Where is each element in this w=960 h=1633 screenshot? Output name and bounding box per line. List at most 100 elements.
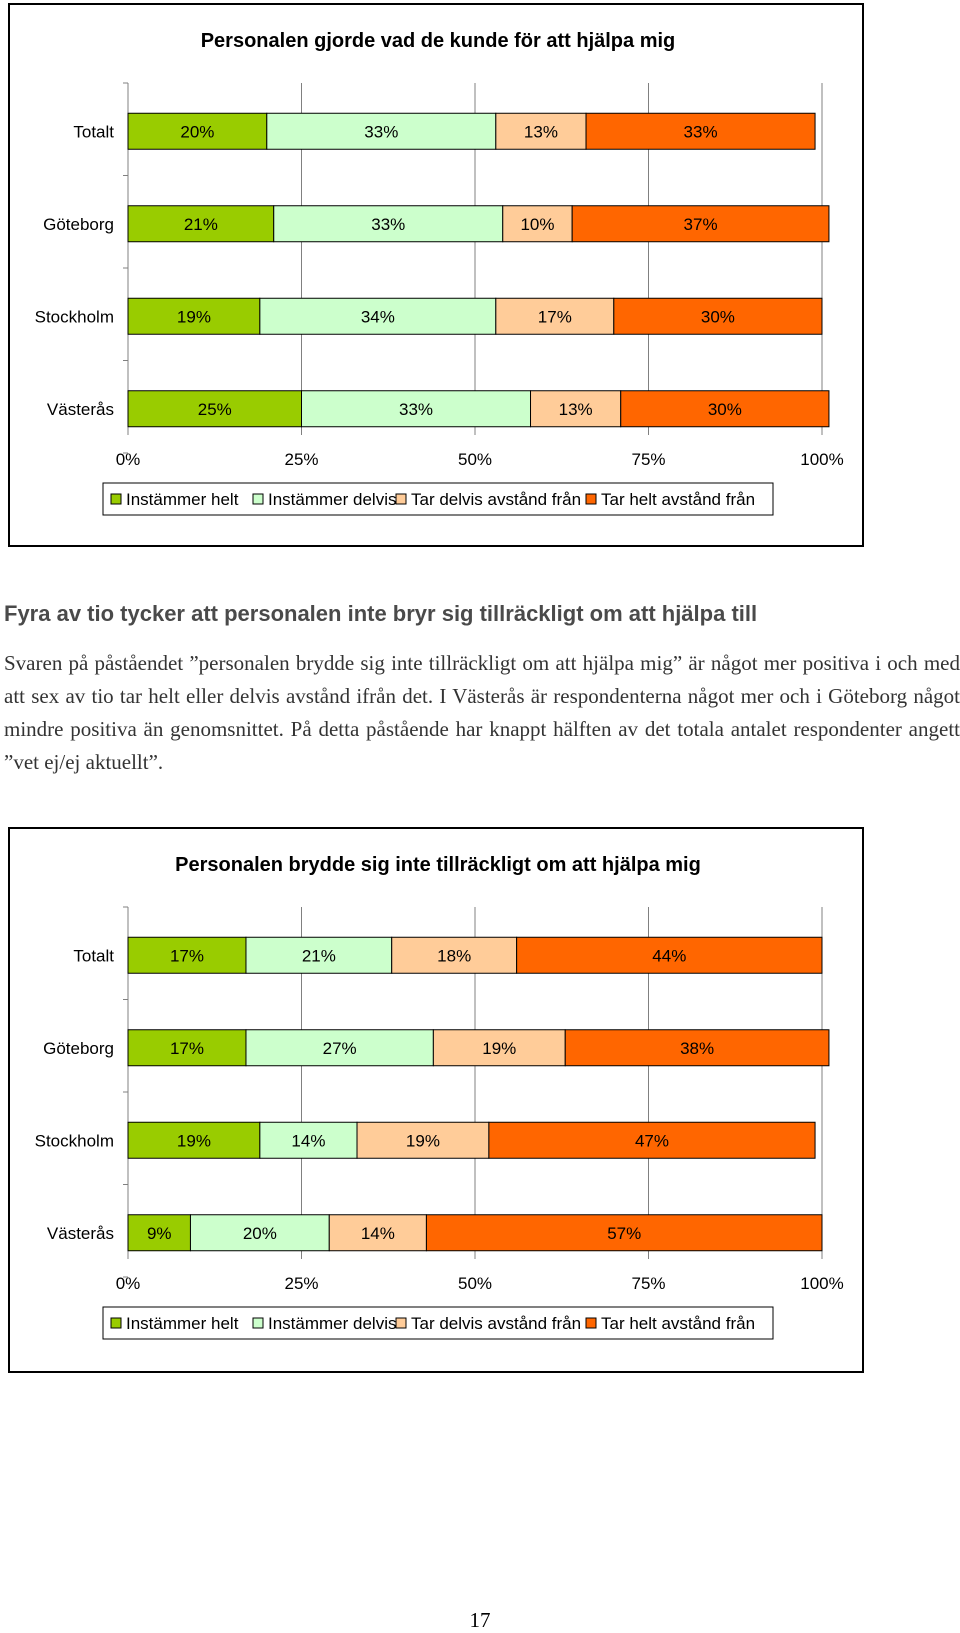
chart-2-data-label: 19% [177, 1131, 211, 1150]
chart-1-bar-4 [585, 112, 816, 150]
chart-1-svg: Personalen gjorde vad de kunde för att h… [35, 30, 844, 516]
chart-1-bar-4 [620, 390, 830, 428]
chart-2-data-label: 19% [482, 1039, 516, 1058]
chart-1-data-label: 33% [371, 215, 405, 234]
chart-2-bar-2 [245, 936, 393, 974]
chart-2-legend-label: Instämmer helt [126, 1314, 239, 1333]
chart-2-data-label: 38% [680, 1039, 714, 1058]
chart-1-legend-swatch [395, 493, 407, 505]
chart-1-data-label: 37% [684, 215, 718, 234]
chart-2-bar-1 [127, 936, 247, 974]
chart-2-x-tick-label: 100% [800, 1274, 843, 1293]
chart-2-x-tick-label: 50% [458, 1274, 492, 1293]
chart-1-data-label: 13% [524, 122, 558, 141]
chart-2-data-label: 17% [170, 946, 204, 965]
chart-2-data-label: 20% [243, 1224, 277, 1243]
chart-1-x-tick-label: 25% [284, 450, 318, 469]
chart-1-category-label: Västerås [47, 400, 114, 419]
chart-1-x-tick-label: 0% [116, 450, 141, 469]
chart-1-data-label: 33% [399, 400, 433, 419]
chart-1-data-label: 33% [364, 122, 398, 141]
chart-2-data-label: 14% [361, 1224, 395, 1243]
chart-1-legend [102, 482, 774, 516]
chart-2-legend-label: Tar delvis avstånd från [411, 1314, 581, 1333]
chart-1-bar-2 [259, 297, 497, 335]
chart-1-legend-label: Instämmer helt [126, 490, 239, 509]
chart-1-bar-1 [127, 297, 261, 335]
chart-2-bar-2 [259, 1121, 358, 1159]
chart-2-bar-3 [356, 1121, 490, 1159]
chart-2-bar-3 [391, 936, 518, 974]
chart-2-bar-4 [564, 1029, 830, 1067]
chart-2-x-tick-label: 0% [116, 1274, 141, 1293]
chart-2-data-label: 9% [147, 1224, 172, 1243]
chart-2-bar-3 [432, 1029, 566, 1067]
chart-2-data-label: 47% [635, 1131, 669, 1150]
chart-2-legend-swatch [585, 1317, 597, 1329]
chart-2-category-label: Göteborg [43, 1039, 114, 1058]
chart-1-bar-4 [613, 297, 823, 335]
chart-1-bar-3 [502, 205, 573, 243]
chart-1-x-tick-label: 100% [800, 450, 843, 469]
section-heading: Fyra av tio tycker att personalen inte b… [4, 601, 758, 626]
page-number: 17 [469, 1608, 491, 1632]
chart-1-bar-3 [530, 390, 622, 428]
chart-2-data-label: 44% [652, 946, 686, 965]
chart-2-x-tick-label: 75% [631, 1274, 665, 1293]
chart-2-bar-2 [189, 1214, 330, 1252]
chart-2-bar-4 [488, 1121, 816, 1159]
chart-1-bar-3 [495, 297, 615, 335]
chart-1-data-label: 33% [684, 122, 718, 141]
chart-1-category-label: Totalt [73, 122, 114, 141]
chart-2-svg: Personalen brydde sig inte tillräckligt … [35, 854, 844, 1340]
chart-1-legend-swatch [252, 493, 264, 505]
chart-2-bar-1 [127, 1029, 247, 1067]
chart-1-data-label: 30% [701, 307, 735, 326]
chart-1-category-label: Stockholm [35, 307, 114, 326]
chart-2-bar-4 [516, 936, 823, 974]
chart-1-bar-1 [127, 390, 302, 428]
chart-2-bar-1 [127, 1214, 191, 1252]
chart-1-x-tick-label: 50% [458, 450, 492, 469]
chart-2-category-label: Totalt [73, 946, 114, 965]
chart-1-data-label: 17% [538, 307, 572, 326]
chart-1-bar-2 [266, 112, 497, 150]
chart-1-data-label: 34% [361, 307, 395, 326]
body-paragraph: Svaren på påståendet ”personalen brydde … [4, 651, 960, 774]
chart-2-data-label: 17% [170, 1039, 204, 1058]
chart-2-category-label: Stockholm [35, 1131, 114, 1150]
chart-2-data-label: 21% [302, 946, 336, 965]
chart-2-bar-2 [245, 1029, 434, 1067]
chart-2-category-label: Västerås [47, 1224, 114, 1243]
chart-2-legend-label: Tar helt avstånd från [601, 1314, 755, 1333]
chart-1-data-label: 25% [198, 400, 232, 419]
chart-2-bar-4 [425, 1214, 823, 1252]
chart-1-data-label: 30% [708, 400, 742, 419]
chart-1-bar-1 [127, 112, 268, 150]
chart-2-x-tick-label: 25% [284, 1274, 318, 1293]
chart-2-legend-swatch [110, 1317, 122, 1329]
chart-1-bar-2 [273, 205, 504, 243]
chart-1-bar-4 [571, 205, 830, 243]
chart-1-data-label: 19% [177, 307, 211, 326]
chart-1: Personalen gjorde vad de kunde för att h… [8, 3, 864, 547]
chart-1-legend-swatch [585, 493, 597, 505]
chart-2-legend-label: Instämmer delvis [268, 1314, 396, 1333]
chart-1-legend-swatch [110, 493, 122, 505]
chart-2-data-label: 18% [437, 946, 471, 965]
chart-2-legend [102, 1306, 774, 1340]
chart-2: Personalen brydde sig inte tillräckligt … [8, 827, 864, 1373]
chart-1-data-label: 13% [559, 400, 593, 419]
chart-1-x-tick-label: 75% [631, 450, 665, 469]
chart-2-legend-swatch [252, 1317, 264, 1329]
chart-1-data-label: 21% [184, 215, 218, 234]
chart-2-data-label: 19% [406, 1131, 440, 1150]
chart-1-category-label: Göteborg [43, 215, 114, 234]
chart-1-legend-label: Instämmer delvis [268, 490, 396, 509]
chart-2-data-label: 14% [291, 1131, 325, 1150]
chart-2-title: Personalen brydde sig inte tillräckligt … [175, 854, 701, 876]
chart-1-bar-2 [301, 390, 532, 428]
chart-2-data-label: 27% [323, 1039, 357, 1058]
chart-1-legend-label: Tar delvis avstånd från [411, 490, 581, 509]
chart-1-data-label: 10% [520, 215, 554, 234]
